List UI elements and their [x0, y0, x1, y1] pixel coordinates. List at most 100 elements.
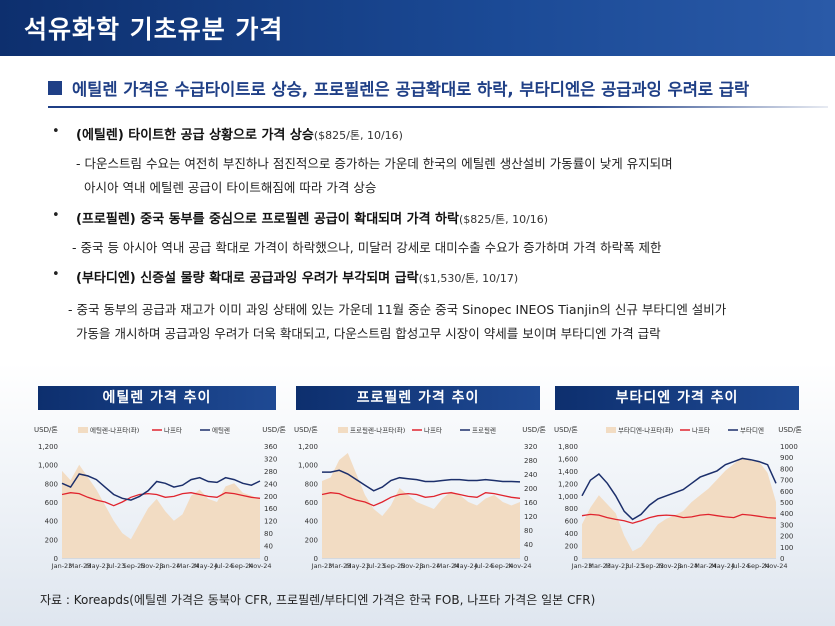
bullet-marker: • [52, 208, 60, 223]
right-tick-label: 900 [780, 454, 793, 462]
x-tick-label: May-23 [346, 562, 370, 570]
legend-entry: 프로필렌-나프타(좌) [350, 426, 405, 435]
butadiene-chart: USD/톤 USD/톤 부타디엔-나프타(좌) 나프타 부타디엔 0 200 400 600 80… [554, 426, 803, 571]
right-tick-label: 120 [524, 513, 537, 521]
page-title: 석유화학 기초유분 가격 [24, 15, 284, 44]
right-tick-label: 0 [264, 555, 268, 563]
legend-entry: 에틸렌 [212, 426, 230, 435]
right-tick-label: 80 [264, 530, 273, 538]
product-series-line [581, 457, 777, 521]
left-unit-label: USD/톤 [34, 426, 58, 434]
left-tick-label: 1,400 [558, 468, 578, 476]
legend-swatch-spread [338, 427, 348, 433]
bullet-note: ($1,530/톤, 10/17) [418, 272, 519, 285]
x-tick-label: Jul-23 [625, 562, 644, 570]
left-tick-label: 1,600 [558, 455, 578, 463]
x-tick-label: Nov-23 [400, 562, 423, 570]
left-tick-label: 1,000 [558, 493, 578, 501]
right-tick-label: 200 [264, 493, 277, 501]
x-tick-label: May-24 [711, 562, 735, 570]
right-tick-label: 160 [524, 499, 537, 507]
naphtha-series-line [581, 513, 777, 524]
right-tick-label: 280 [264, 468, 277, 476]
x-tick-label: Jul-24 [474, 562, 493, 570]
product-series-line [61, 473, 261, 501]
legend-entry: 나프타 [424, 426, 442, 435]
subheading: 에틸렌 가격은 수급타이트로 상승, 프로필렌은 공급확대로 하락, 부타디엔은… [48, 74, 828, 104]
legend-entry: 부타디엔 [740, 426, 764, 435]
left-tick-label: 600 [305, 499, 318, 507]
x-tick-label: Jul-24 [730, 562, 749, 570]
right-tick-label: 100 [780, 544, 793, 552]
right-tick-label: 320 [524, 443, 537, 451]
right-tick-label: 240 [524, 471, 537, 479]
x-tick-label: Mar-24 [177, 562, 199, 570]
legend-entry: 에틸렌-나프타(좌) [90, 426, 139, 435]
x-tick-label: Sep-23 [123, 562, 146, 570]
right-tick-label: 400 [780, 510, 793, 518]
square-bullet-icon [48, 81, 62, 95]
right-tick-label: 700 [780, 477, 793, 485]
left-tick-label: 0 [54, 555, 58, 563]
left-tick-label: 1,800 [558, 443, 578, 451]
x-tick-label: Jan-23 [311, 562, 333, 570]
chart-title-ethylene: 에틸렌 가격 추이 [38, 386, 276, 410]
left-tick-label: 200 [565, 543, 578, 551]
x-tick-label: Jan-24 [159, 562, 181, 570]
left-tick-label: 0 [314, 555, 318, 563]
right-tick-label: 800 [780, 465, 793, 473]
x-tick-label: Jan-24 [419, 562, 441, 570]
x-tick-label: Sep-23 [383, 562, 406, 570]
right-tick-label: 40 [524, 541, 533, 549]
left-tick-label: 1,200 [38, 443, 58, 451]
bullet-desc-line: 아시아 역내 에틸렌 공급이 타이트해짐에 따라 가격 상승 [84, 180, 377, 195]
bullet-title-butadiene: (부타디엔) 신증설 물량 확대로 공급과잉 우려가 부각되며 급락($1,53… [76, 267, 518, 286]
x-tick-label: Jan-23 [571, 562, 593, 570]
source-note: 자료 : Koreapds(에틸렌 가격은 동북아 CFR, 프로필렌/부타디엔… [40, 593, 596, 607]
right-tick-label: 120 [264, 518, 277, 526]
x-tick-label: May-24 [454, 562, 478, 570]
left-tick-label: 400 [565, 530, 578, 538]
right-unit-label: USD/톤 [262, 426, 286, 434]
left-tick-label: 400 [305, 518, 318, 526]
bullet-desc-line: - 중국 동부의 공급과 재고가 이미 과잉 상태에 있는 가운데 11월 중순… [68, 302, 727, 317]
right-tick-label: 80 [524, 527, 533, 535]
right-tick-label: 200 [524, 485, 537, 493]
right-tick-label: 40 [264, 543, 273, 551]
bullet-title-propylene: (프로필렌) 중국 동부를 중심으로 프로필렌 공급이 확대되며 가격 하락($… [76, 208, 548, 227]
x-tick-label: Jul-24 [214, 562, 233, 570]
left-unit-label: USD/톤 [554, 426, 578, 434]
x-tick-label: Nov-23 [659, 562, 682, 570]
left-tick-label: 1,000 [298, 462, 318, 470]
x-tick-label: Mar-24 [694, 562, 716, 570]
legend-entry: 나프타 [692, 426, 710, 435]
left-tick-label: 800 [305, 480, 318, 488]
x-tick-label: Mar-24 [437, 562, 459, 570]
bullet-title-text: (부타디엔) 신증설 물량 확대로 공급과잉 우려가 부각되며 급락 [76, 271, 419, 286]
spread-area-series [322, 453, 520, 558]
x-tick-label: Jul-23 [366, 562, 385, 570]
legend-entry: 나프타 [164, 426, 182, 435]
right-tick-label: 0 [524, 555, 528, 563]
left-unit-label: USD/톤 [294, 426, 318, 434]
naphtha-series-line [321, 492, 521, 507]
page-header: 석유화학 기초유분 가격 [0, 0, 835, 56]
bullet-note: ($825/톤, 10/16) [313, 129, 403, 142]
right-tick-label: 0 [780, 555, 784, 563]
legend-swatch-spread [606, 427, 616, 433]
x-tick-label: Sep-23 [641, 562, 664, 570]
right-tick-label: 360 [264, 443, 277, 451]
bullet-title-ethylene: (에틸렌) 타이트한 공급 상황으로 가격 상승($825/톤, 10/16) [76, 124, 403, 143]
bullet-desc-line: 가동을 개시하며 공급과잉 우려가 더욱 확대되고, 다운스트림 합성고무 시장… [76, 326, 661, 341]
product-series-line [322, 469, 521, 492]
x-tick-label: May-23 [605, 562, 629, 570]
bullet-title-text: (프로필렌) 중국 동부를 중심으로 프로필렌 공급이 확대되며 가격 하락 [76, 212, 459, 227]
x-tick-label: Mar-23 [69, 562, 91, 570]
right-tick-label: 320 [264, 455, 277, 463]
bullet-note: ($825/톤, 10/16) [458, 213, 549, 226]
x-tick-label: Sep-24 [747, 562, 770, 570]
left-tick-label: 1,200 [558, 480, 578, 488]
x-tick-label: Sep-24 [491, 562, 514, 570]
